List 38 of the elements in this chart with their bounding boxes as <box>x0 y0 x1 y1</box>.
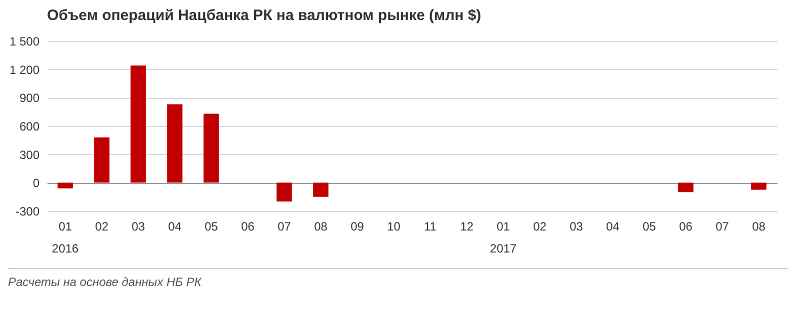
x-tick-label: 06 <box>241 220 255 234</box>
x-tick-label: 07 <box>278 220 292 234</box>
x-tick-label: 11 <box>424 220 437 234</box>
bar <box>678 182 694 192</box>
bar <box>204 114 219 183</box>
x-tick-label: 05 <box>204 220 218 234</box>
x-tick-label: 09 <box>350 220 364 234</box>
x-tick-label: 07 <box>716 220 730 234</box>
x-tick-label: 01 2017 <box>490 220 517 256</box>
x-tick-label: 10 <box>387 220 401 234</box>
bar <box>58 182 73 188</box>
bar <box>130 66 146 183</box>
y-tick-label: 0 <box>32 176 40 190</box>
x-tick-label: 08 <box>752 220 766 234</box>
y-tick-label: -300 <box>15 204 40 218</box>
y-tick-label: 600 <box>19 120 40 134</box>
x-tick-label: 03 <box>132 220 146 234</box>
x-tick-label: 04 <box>606 220 620 234</box>
x-tick-label: 05 <box>642 220 656 234</box>
x-tick-label: 06 <box>679 220 693 234</box>
x-tick-label: 12 <box>460 220 474 234</box>
y-tick-label: 1 200 <box>9 62 40 77</box>
text: Расчеты на основе данных НБ РК <box>8 268 788 289</box>
x-tick-label: 08 <box>314 220 328 234</box>
x-tick-label: 03 <box>570 220 584 234</box>
bar <box>276 182 292 202</box>
bar <box>94 137 110 183</box>
chart-title: Объем операций Нацбанка РК на валютном рынке (млн $) <box>47 7 482 24</box>
bar <box>313 182 328 197</box>
x-tick-label: 02 <box>95 220 109 234</box>
y-tick-label: 900 <box>19 91 40 106</box>
x-tick-label: 01 2016 <box>52 220 79 256</box>
bar <box>751 182 766 190</box>
y-tick-label: 300 <box>19 148 40 162</box>
y-tick-label: 1 500 <box>9 34 40 48</box>
x-tick-label: 02 <box>533 220 547 234</box>
bar <box>167 104 182 183</box>
x-tick-label: 04 <box>168 220 182 234</box>
